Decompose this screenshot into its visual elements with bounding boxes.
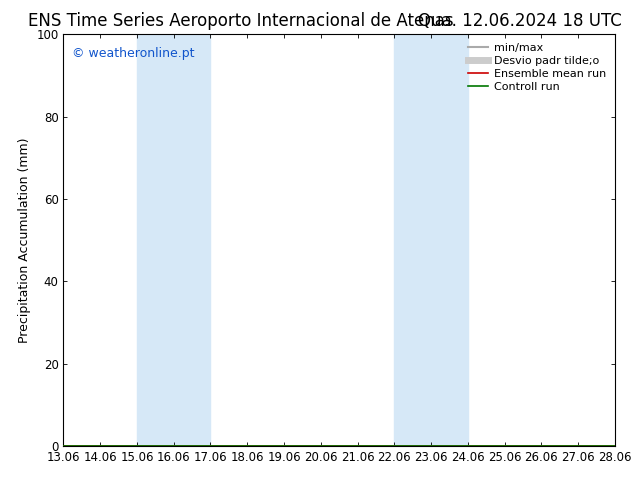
Bar (137, 34, 210, 446)
Text: © weatheronline.pt: © weatheronline.pt (72, 47, 194, 60)
Y-axis label: Precipitation Accumulation (mm): Precipitation Accumulation (mm) (18, 137, 30, 343)
Text: ENS Time Series Aeroporto Internacional de Atenas: ENS Time Series Aeroporto Internacional … (28, 12, 454, 30)
Bar (394, 34, 468, 446)
Text: Qua. 12.06.2024 18 UTC: Qua. 12.06.2024 18 UTC (418, 12, 622, 30)
Legend: min/max, Desvio padr tilde;o, Ensemble mean run, Controll run: min/max, Desvio padr tilde;o, Ensemble m… (464, 39, 611, 96)
